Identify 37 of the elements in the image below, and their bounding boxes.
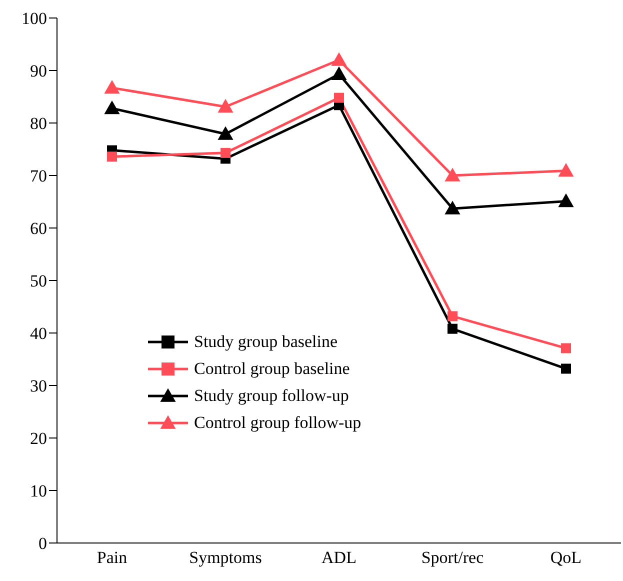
y-tick-label: 80 [30,114,47,134]
y-tick-label: 0 [38,534,47,554]
point [331,66,347,80]
legend-label: Control group baseline [194,358,350,378]
legend-label: Study group baseline [194,332,338,352]
x-tick-label: Pain [96,548,128,568]
y-tick-label: 40 [30,324,47,344]
point [558,193,574,208]
x-tick-label: ADL [322,548,356,568]
x-tick-label: QoL [550,548,582,568]
point [334,92,344,103]
point [220,148,230,158]
point [444,168,460,182]
point [104,80,120,94]
point [331,52,347,66]
point [558,162,574,177]
y-tick-label: 30 [30,376,47,396]
y-tick-label: 60 [30,219,47,238]
point [448,311,458,322]
point [561,364,571,374]
legend-label: Study group follow-up [194,386,349,406]
x-tick-label: Symptoms [189,548,262,568]
y-tick-label: 50 [30,272,47,291]
point [107,152,117,162]
point [218,98,234,113]
point [444,200,460,214]
point [218,126,234,140]
point [561,343,571,354]
y-tick-label: 70 [30,166,47,186]
x-tick-label: Sport/rec [421,548,484,568]
y-tick-label: 100 [22,9,47,28]
y-tick-label: 10 [30,482,47,501]
y-tick-label: 90 [30,62,47,81]
point [448,324,458,334]
point [104,100,120,114]
legend-label: Control group follow-up [194,412,362,432]
y-tick-label: 20 [30,429,47,448]
